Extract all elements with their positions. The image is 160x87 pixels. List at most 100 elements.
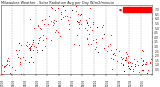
Point	[137, 64, 140, 65]
Point	[78, 44, 80, 45]
Point	[78, 21, 80, 23]
Point	[101, 37, 104, 39]
Point	[76, 21, 78, 22]
Point	[127, 56, 130, 57]
Point	[95, 41, 98, 43]
Point	[29, 45, 32, 46]
Point	[8, 60, 11, 62]
Point	[113, 55, 116, 56]
Point	[61, 16, 64, 18]
Point	[134, 63, 136, 64]
Point	[16, 57, 19, 58]
Text: 05/04: 05/04	[47, 79, 51, 86]
Point	[95, 47, 97, 48]
Point	[125, 54, 128, 55]
Point	[126, 65, 129, 67]
Point	[33, 46, 36, 47]
Point	[87, 33, 90, 34]
Point	[68, 29, 71, 30]
Point	[19, 63, 21, 65]
Point	[120, 58, 123, 60]
Point	[22, 56, 24, 57]
Point	[73, 43, 75, 44]
Point	[17, 57, 19, 58]
Text: 03/04: 03/04	[24, 79, 28, 86]
Point	[5, 65, 7, 66]
Point	[91, 30, 94, 31]
Point	[141, 65, 144, 66]
Point	[112, 53, 114, 54]
Point	[13, 69, 16, 71]
Point	[16, 54, 18, 55]
Point	[86, 22, 89, 23]
Point	[59, 11, 62, 12]
Point	[103, 47, 106, 48]
Point	[42, 35, 45, 36]
Point	[133, 58, 136, 60]
Point	[141, 61, 144, 62]
Point	[44, 37, 47, 39]
Point	[125, 51, 128, 53]
Point	[144, 61, 147, 62]
Point	[115, 49, 118, 50]
Point	[19, 62, 21, 63]
Point	[79, 19, 82, 20]
Point	[115, 61, 118, 62]
Point	[20, 45, 22, 46]
Point	[145, 64, 148, 65]
Point	[142, 63, 144, 64]
Text: 02/04: 02/04	[12, 79, 16, 86]
Point	[32, 49, 34, 51]
Point	[18, 58, 21, 59]
Point	[28, 47, 31, 49]
Point	[129, 61, 132, 63]
Point	[130, 65, 132, 67]
Point	[87, 24, 89, 26]
Text: Milwaukee Weather - Solar Radiation Avg per Day W/m2/minute: Milwaukee Weather - Solar Radiation Avg …	[1, 1, 114, 5]
Point	[95, 38, 98, 39]
Point	[64, 10, 66, 11]
Point	[138, 71, 140, 72]
Point	[31, 61, 34, 63]
Point	[106, 45, 109, 47]
Point	[60, 19, 63, 20]
Point	[77, 21, 80, 23]
Point	[28, 49, 31, 50]
Point	[43, 24, 45, 25]
Point	[140, 58, 143, 59]
Point	[10, 66, 13, 68]
Point	[141, 60, 144, 61]
Point	[125, 56, 127, 58]
Point	[137, 64, 139, 66]
Point	[122, 58, 124, 59]
Point	[1, 64, 3, 65]
Point	[29, 49, 32, 50]
Point	[55, 21, 57, 22]
Point	[49, 21, 52, 22]
Point	[54, 31, 56, 33]
Point	[41, 49, 43, 50]
Point	[60, 18, 62, 19]
Point	[54, 10, 56, 11]
Point	[53, 22, 55, 24]
Point	[122, 64, 124, 66]
Text: 06/04: 06/04	[59, 79, 63, 86]
Point	[134, 63, 136, 65]
Point	[128, 68, 131, 70]
Point	[79, 15, 81, 16]
Point	[64, 16, 66, 17]
Point	[141, 60, 144, 61]
Point	[119, 57, 122, 58]
Point	[135, 60, 138, 61]
Point	[7, 58, 10, 59]
Point	[25, 41, 28, 43]
Point	[140, 69, 143, 70]
Point	[91, 23, 94, 24]
Point	[28, 44, 30, 45]
Point	[106, 51, 109, 52]
Point	[90, 44, 93, 45]
Point	[84, 28, 87, 29]
Point	[44, 18, 47, 19]
Point	[51, 7, 53, 8]
Point	[37, 25, 39, 26]
